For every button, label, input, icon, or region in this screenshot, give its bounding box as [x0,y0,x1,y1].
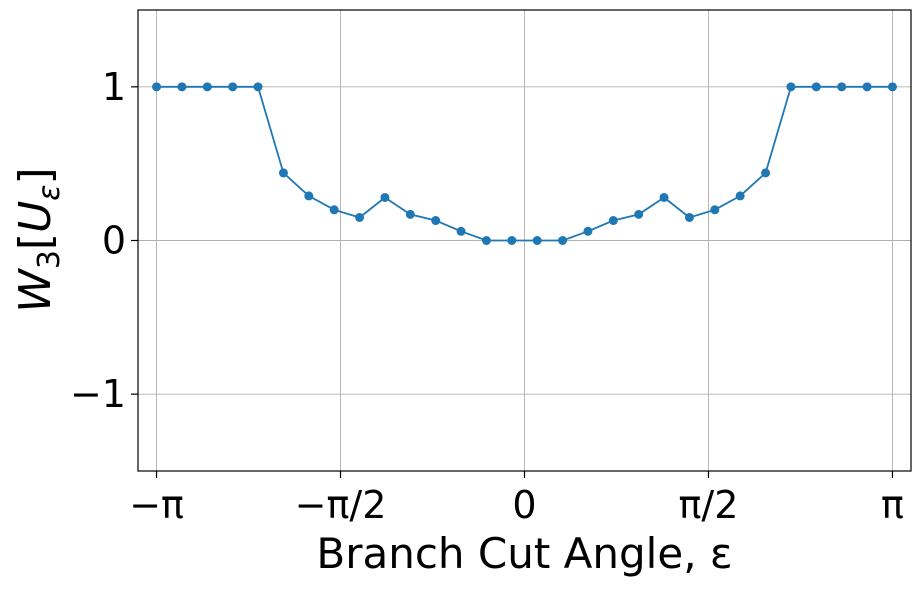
y-axis-title-close-bracket: ] [10,167,61,184]
y-axis-title-inner: U [10,201,61,233]
y-tick-label: 1 [102,65,126,109]
data-point [278,168,288,178]
data-point [659,192,669,202]
x-axis-title: Branch Cut Angle, ε [316,529,732,578]
data-point [481,236,491,245]
data-point [558,236,568,245]
data-point [710,205,720,215]
data-point [862,82,872,92]
data-point [329,205,339,215]
data-point [405,209,415,219]
data-point [152,82,162,92]
data-point [735,191,745,201]
y-axis-title-inner-subscript: ε [32,184,67,200]
y-tick-label: 0 [102,219,126,263]
data-point [380,192,390,202]
data-point [608,216,618,226]
data-point [304,191,314,201]
data-point [456,226,466,236]
data-point [355,212,365,222]
data-point [684,212,694,222]
y-axis-title-main: W [10,268,61,313]
data-point [532,236,542,245]
y-tick-label: −1 [70,372,126,416]
data-point [583,226,593,236]
data-point [837,82,847,92]
ticks: −π −π/2 0 π/2 π −1 0 1 [70,65,904,527]
y-axis-title-subscript: 3 [32,250,67,269]
data-point [228,82,238,92]
y-axis-title: W3[Uε] [10,167,67,312]
data-point [431,216,441,226]
data-point [761,168,771,178]
series-line [156,85,893,242]
series-layer [152,82,897,245]
data-point [253,82,263,92]
x-tick-label: π [881,483,904,527]
data-point [177,82,187,92]
x-tick-label: −π/2 [295,483,387,527]
data-point [634,209,644,219]
data-point [811,82,821,92]
y-axis-title-open-bracket: [ [10,233,61,250]
data-point [887,82,897,92]
x-tick-label: −π [129,483,184,527]
x-tick-label: π/2 [679,483,739,527]
data-point [507,236,517,245]
x-tick-label: 0 [512,483,536,527]
data-point [786,82,796,92]
data-point [202,82,212,92]
